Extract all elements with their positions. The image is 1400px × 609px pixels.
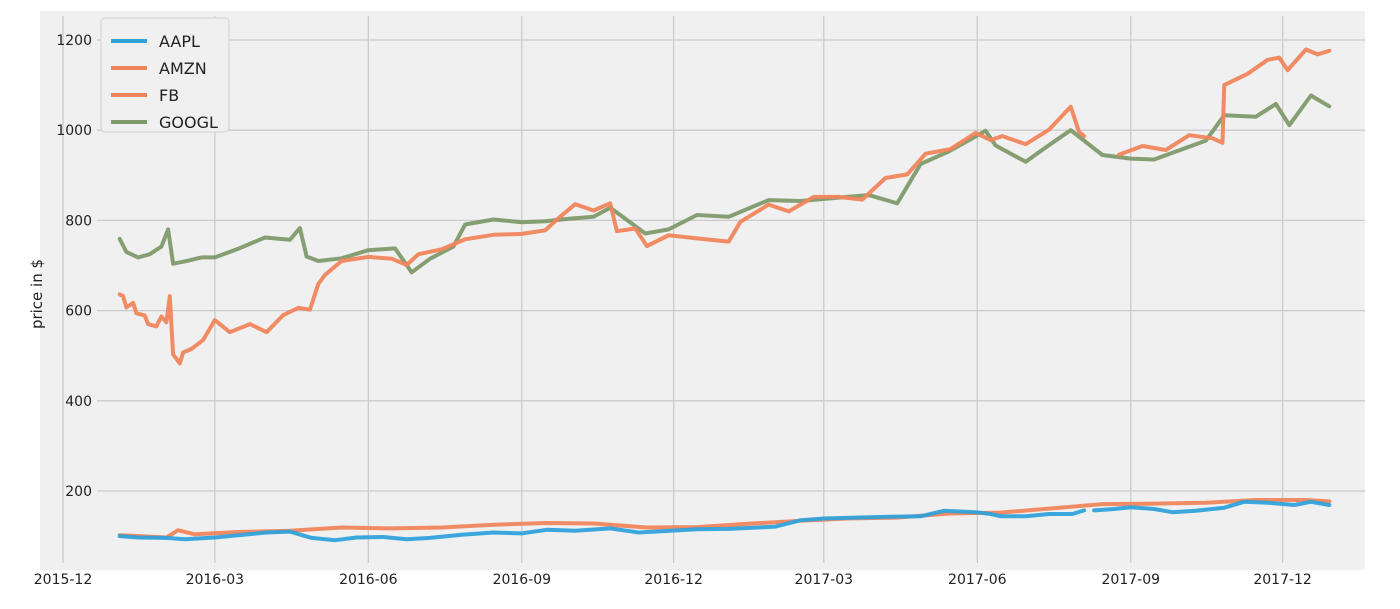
x-tick-label: 2016-03 [186,572,245,588]
y-tick-label: 200 [65,484,92,500]
x-tick-label: 2015-12 [34,572,93,588]
y-tick-label: 600 [65,304,92,320]
x-tick-label: 2017-12 [1253,572,1312,588]
legend-label-googl: GOOGL [159,113,218,132]
y-axis-label: price in $ [28,259,46,329]
x-tick-label: 2016-09 [493,572,552,588]
x-tick-label: 2017-03 [795,572,854,588]
tick-labels: 200 400 600 800 1000 1200 2015-12 2016-03 2016-0… [34,33,1312,588]
x-tick-label: 2016-12 [644,572,703,588]
y-tick-label: 1200 [56,33,92,49]
series-line-aapl [117,499,1332,543]
series-group [117,47,1332,543]
legend-label-amzn: AMZN [159,59,207,78]
x-tick-label: 2016-06 [339,572,398,588]
legend-label-aapl: AAPL [159,32,200,51]
legend: AAPL AMZN FB GOOGL [100,17,230,133]
legend-box [100,17,230,133]
y-tick-label: 1000 [56,123,92,139]
x-tick-label: 2017-06 [948,572,1007,588]
y-tick-label: 400 [65,394,92,410]
plot-background [40,11,1365,570]
legend-label-fb: FB [159,86,179,105]
series-line-googl [117,93,1332,275]
y-tick-label: 800 [65,213,92,229]
series-line-amzn [117,47,1332,366]
x-tick-label: 2017-09 [1102,572,1161,588]
